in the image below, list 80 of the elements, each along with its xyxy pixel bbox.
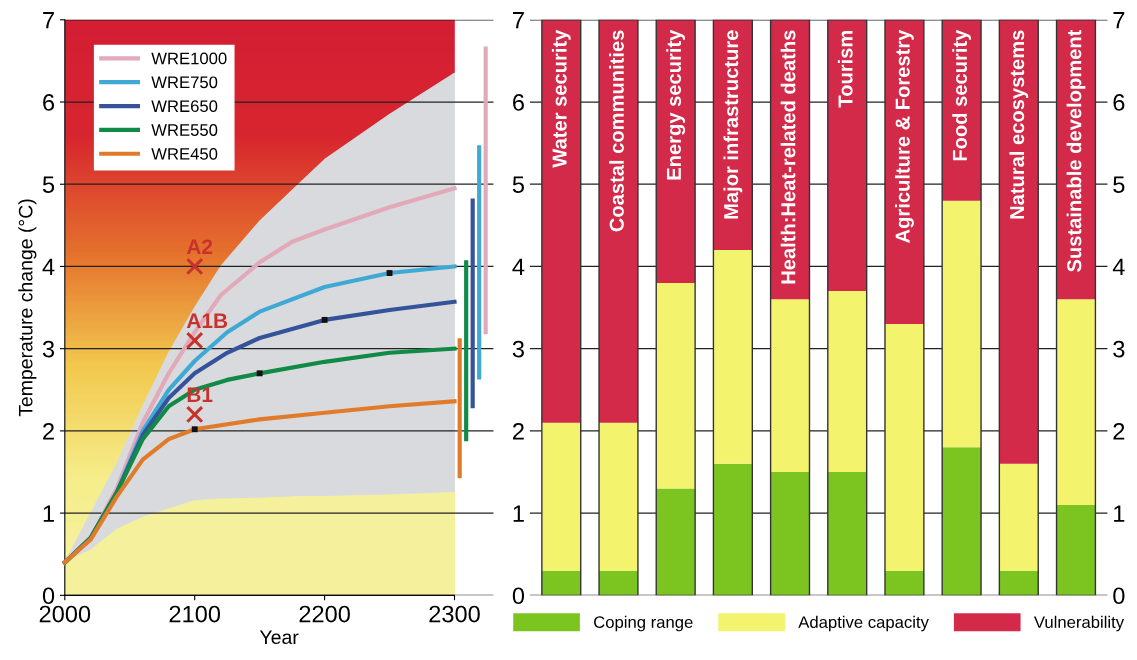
- x-tick-label: Water security: [551, 29, 571, 168]
- point: [191, 426, 198, 433]
- x-tick-label: Major infrastructure: [723, 30, 743, 219]
- bar: [770, 471, 810, 596]
- point: [256, 370, 263, 377]
- x-tick-label: 2200: [299, 605, 350, 623]
- x-tick-label: Sustainable development: [1066, 29, 1086, 272]
- y-tick-label: 3: [512, 340, 524, 358]
- bar: [999, 570, 1039, 596]
- bar: [656, 282, 696, 489]
- bar: [713, 250, 753, 464]
- legend-label: WRE750: [151, 76, 218, 89]
- data-label: B1: [187, 387, 213, 402]
- y-tick-label: 3: [42, 340, 55, 358]
- y-tick-label: 1: [43, 505, 54, 522]
- point: [321, 316, 328, 323]
- bar: [770, 299, 810, 472]
- x-tick-label: Agriculture & Forestry: [894, 29, 914, 243]
- bar: [541, 570, 581, 596]
- bar: [599, 570, 638, 596]
- bar: [656, 488, 696, 596]
- legend-label: Adaptive capacity: [798, 615, 929, 632]
- legend-label: WRE550: [151, 124, 218, 136]
- data-label: A2: [186, 239, 213, 254]
- bar: [999, 19, 1039, 464]
- y-tick-label: 6: [43, 94, 55, 111]
- y2-tick-label: 0: [1113, 587, 1125, 605]
- bar: [827, 471, 867, 596]
- y-axis-title: Temperature change (°C): [18, 199, 37, 417]
- bar: [827, 291, 867, 472]
- y-tick-label: 4: [512, 258, 525, 276]
- point: [185, 405, 204, 424]
- y-tick-label: 6: [513, 94, 524, 111]
- legend-label: Vulnerability: [1033, 615, 1125, 632]
- legend-label: WRE650: [151, 100, 218, 113]
- bar: [884, 324, 924, 571]
- bar: [1056, 504, 1096, 596]
- y-tick-label: 7: [43, 12, 54, 29]
- y2-tick-label: 4: [1112, 258, 1125, 276]
- bar: [999, 463, 1039, 571]
- bar: [541, 19, 581, 423]
- y2-tick-label: 1: [1114, 505, 1125, 522]
- y-tick-label: 4: [42, 258, 55, 276]
- bar: [541, 422, 581, 571]
- y2-tick-label: 7: [1113, 12, 1125, 29]
- bar: [599, 422, 638, 571]
- bar: [884, 570, 924, 596]
- x-tick-label: Coastal communities: [609, 30, 624, 232]
- x-tick-label: 2300: [429, 605, 480, 623]
- x-axis-title: Year: [259, 630, 299, 645]
- y-tick-label: 2: [43, 422, 54, 440]
- legend-label: Coping range: [594, 615, 693, 632]
- x-tick-label: Tourism: [837, 30, 853, 108]
- y2-tick-label: 2: [1113, 422, 1125, 440]
- x-tick-label: Health:Heat-related deaths: [780, 30, 796, 284]
- x-tick-label: 2000: [39, 605, 91, 623]
- legend-label: WRE1000: [151, 52, 227, 65]
- point: [185, 257, 204, 276]
- x-tick-label: 2100: [169, 605, 221, 623]
- bar: [942, 447, 982, 596]
- y2-tick-label: 6: [1113, 94, 1125, 111]
- y-tick-label: 0: [42, 587, 55, 605]
- y-tick-label: 5: [42, 176, 55, 194]
- y-tick-label: 7: [513, 12, 524, 29]
- x-tick-label: Food security: [952, 29, 971, 161]
- bar: [713, 463, 753, 596]
- y-tick-label: 0: [512, 587, 525, 605]
- point: [185, 331, 204, 350]
- bar: [827, 19, 867, 292]
- bar: [1056, 299, 1096, 505]
- y-tick-label: 1: [513, 505, 524, 522]
- x-tick-label: Natural ecosystems: [1009, 30, 1029, 219]
- data-label: A1B: [186, 313, 228, 328]
- y2-tick-label: 5: [1113, 176, 1125, 194]
- x-tick-label: Energy security: [666, 29, 686, 180]
- y-tick-label: 2: [513, 422, 524, 440]
- y-tick-label: 5: [512, 176, 524, 194]
- y2-tick-label: 3: [1113, 340, 1125, 358]
- bar: [942, 200, 982, 448]
- legend-label: WRE450: [151, 147, 218, 160]
